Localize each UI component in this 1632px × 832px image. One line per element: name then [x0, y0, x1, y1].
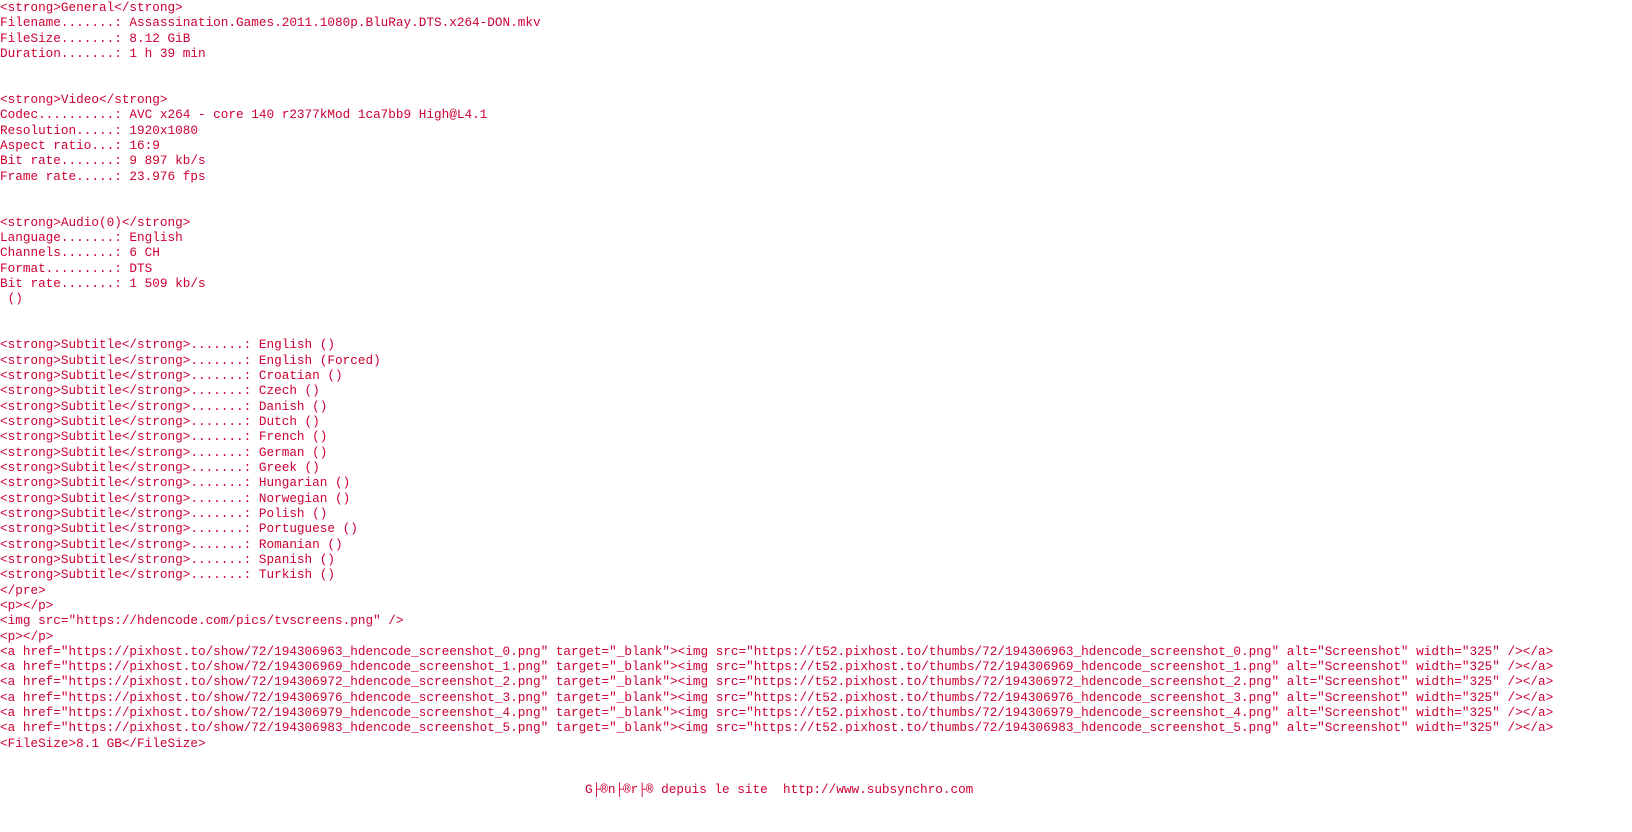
text-line: Frame rate.....: 23.976 fps [0, 168, 206, 184]
text-line: <a href="https://pixhost.to/show/72/1943… [0, 659, 1554, 675]
text-line: <strong>Video</strong> [0, 91, 168, 107]
text-line: <a href="https://pixhost.to/show/72/1943… [0, 720, 1554, 736]
text-line: <strong>Subtitle</strong>.......: Englis… [0, 337, 336, 353]
text-line: <FileSize>8.1 GB</FileSize> [0, 735, 206, 751]
text-line: <a href="https://pixhost.to/show/72/1943… [0, 689, 1554, 705]
text-line: <strong>Subtitle</strong>.......: French… [0, 429, 328, 445]
text-line: Channels.......: 6 CH [0, 245, 160, 261]
text-line: <strong>Subtitle</strong>.......: Spanis… [0, 551, 336, 567]
text-line: <p></p> [0, 628, 54, 644]
footer: G├®n├®r├® depuis le site http://www.subs… [585, 781, 974, 797]
text-line: <strong>Subtitle</strong>.......: Norweg… [0, 490, 351, 506]
text-line: <p></p> [0, 597, 54, 613]
sections: <strong>General</strong> Filename.......:… [0, 0, 1632, 751]
text-line: <a href="https://pixhost.to/show/72/1943… [0, 705, 1554, 721]
text-line: <strong>General</strong> [0, 0, 183, 15]
text-line: Bit rate.......: 9 897 kb/s [0, 153, 206, 169]
text-line: <strong>Subtitle</strong>.......: Polish… [0, 505, 328, 521]
text-line: <strong>Subtitle</strong>.......: Croati… [0, 367, 343, 383]
text-line: Bit rate.......: 1 509 kb/s [0, 275, 206, 291]
text-line: </pre> [0, 582, 46, 598]
text-line: Language.......: English [0, 229, 183, 245]
text-line: Duration.......: 1 h 39 min [0, 45, 206, 61]
text-line: <strong>Subtitle</strong>.......: Romani… [0, 536, 343, 552]
text-line: Format.........: DTS [0, 260, 153, 276]
text-line: <a href="https://pixhost.to/show/72/1943… [0, 643, 1554, 659]
text-line: <strong>Subtitle</strong>.......: Englis… [0, 352, 381, 368]
text-line: Aspect ratio...: 16:9 [0, 137, 160, 153]
text-line: <img src="https://hdencode.com/pics/tvsc… [0, 613, 404, 629]
section: <strong>Audio(0)</strong> Language.......… [0, 215, 1632, 307]
text-line: FileSize.......: 8.12 GiB [0, 30, 191, 46]
text-line: <strong>Subtitle</strong>.......: Danish… [0, 398, 328, 414]
text-line: <strong>Subtitle</strong>.......: Turkis… [0, 567, 336, 583]
text-line: () [0, 291, 23, 307]
text-line: <strong>Subtitle</strong>.......: German… [0, 444, 328, 460]
text-line: Filename.......: Assassination.Games.201… [0, 15, 541, 31]
section: <strong>General</strong> Filename.......:… [0, 0, 1632, 61]
text-line: <strong>Subtitle</strong>.......: Portug… [0, 521, 358, 537]
text-line: Resolution.....: 1920x1080 [0, 122, 198, 138]
text-line: Codec..........: AVC x264 - core 140 r23… [0, 107, 488, 123]
text-line: <strong>Subtitle</strong>.......: Hungar… [0, 475, 351, 491]
section: <strong>Subtitle</strong>.......: Englis… [0, 337, 1632, 751]
text-line: <a href="https://pixhost.to/show/72/1943… [0, 674, 1554, 690]
text-line: <strong>Audio(0)</strong> [0, 214, 191, 230]
text-line: <strong>Subtitle</strong>.......: Greek … [0, 459, 320, 475]
text-line: <strong>Subtitle</strong>.......: Dutch … [0, 413, 320, 429]
text-line: <strong>Subtitle</strong>.......: Czech … [0, 383, 320, 399]
section: <strong>Video</strong> Codec..........: A… [0, 92, 1632, 184]
